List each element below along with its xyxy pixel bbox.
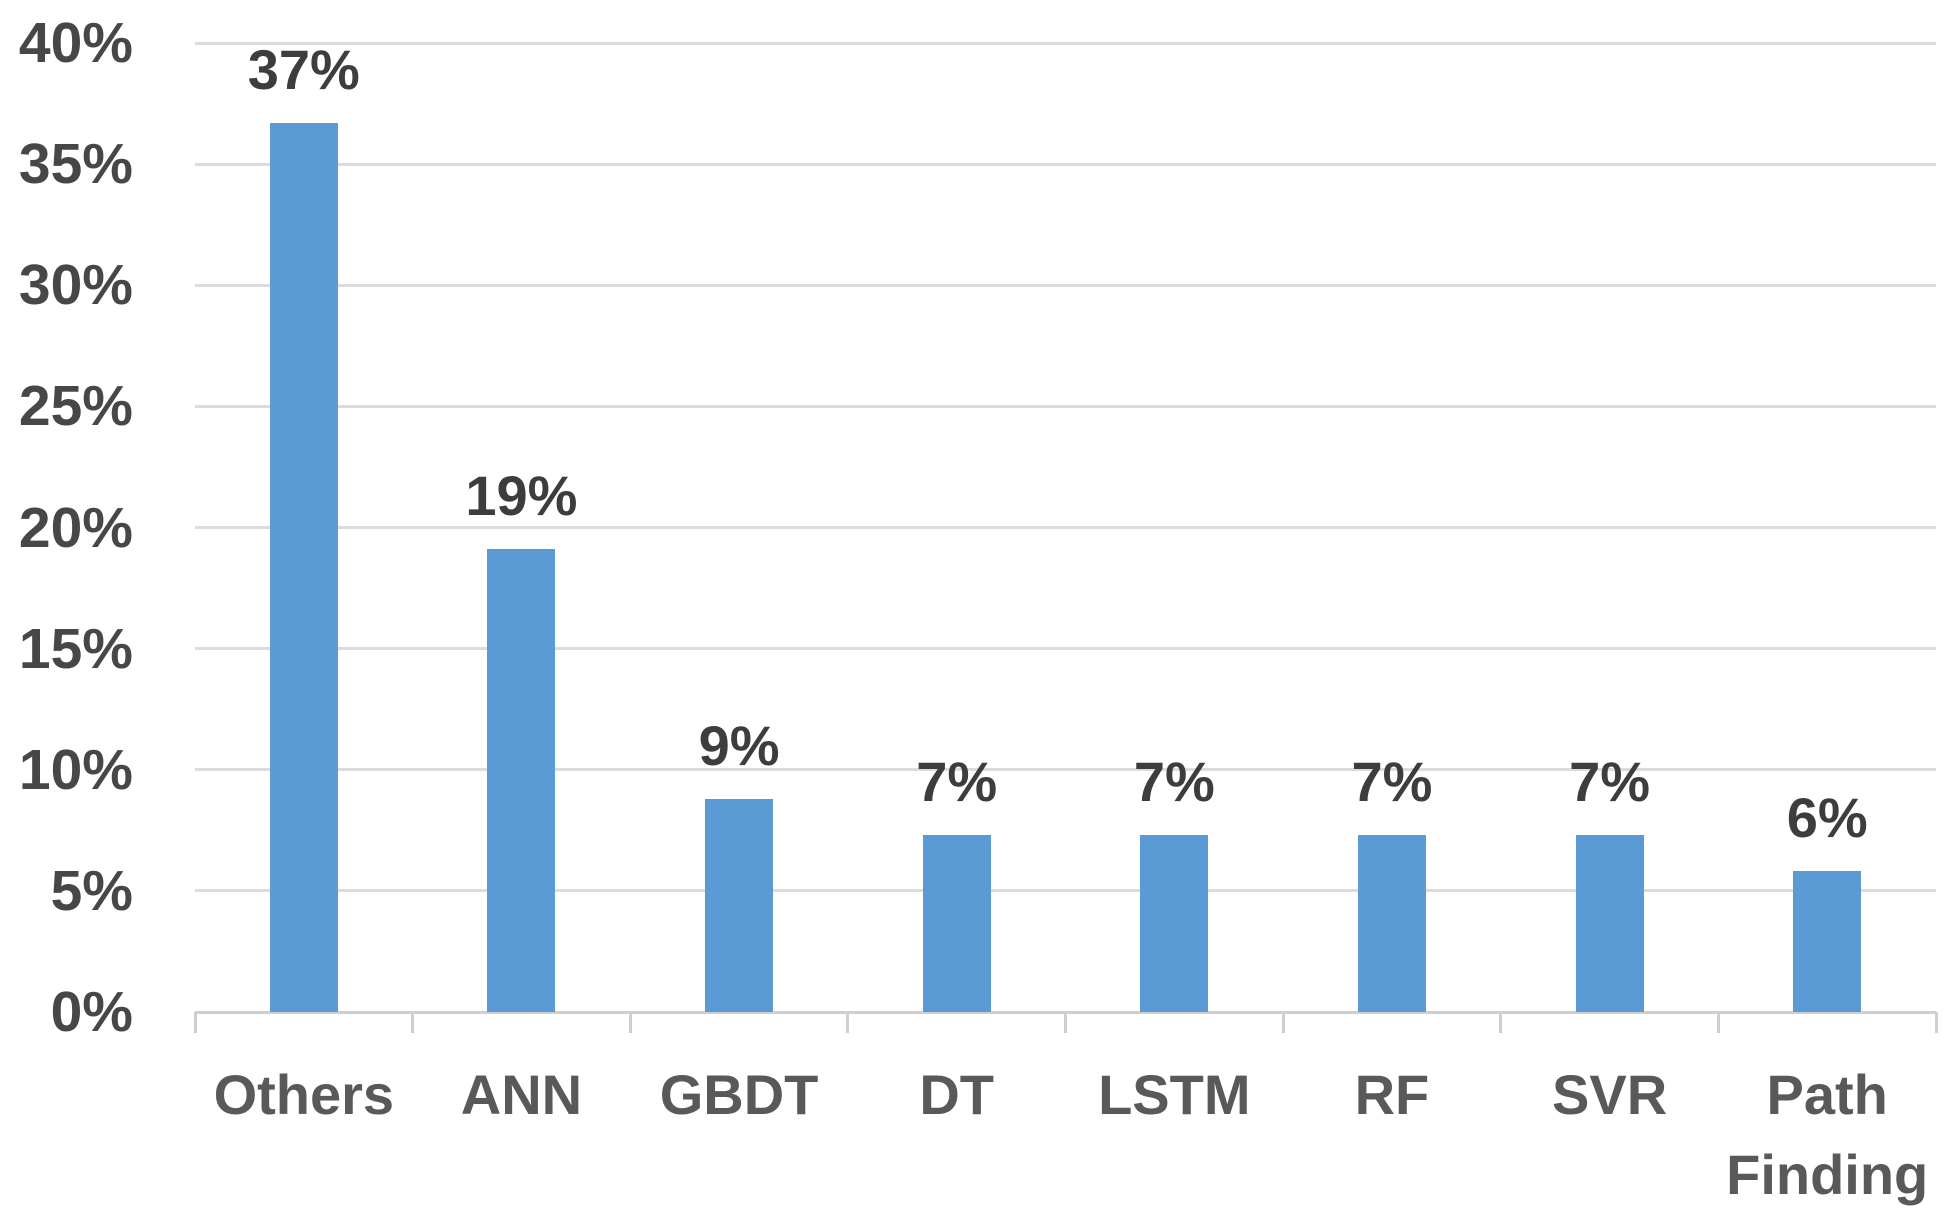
category-label-lstm: LSTM [1098, 1063, 1251, 1126]
x-axis-tick-4 [1064, 1012, 1067, 1033]
bar-path-finding [1793, 871, 1862, 1012]
category-label-gbdt: GBDT [659, 1063, 819, 1126]
category-label-rf: RF [1354, 1063, 1430, 1126]
x-axis-tick-2 [628, 1012, 632, 1033]
bar-ann [487, 549, 556, 1012]
y-tick-label-15-: 15% [18, 616, 133, 681]
data-label-others: 37% [247, 37, 360, 101]
data-label-lstm: 7% [1133, 750, 1215, 814]
gridline-15 [195, 647, 1936, 651]
gridline-20 [195, 526, 1936, 529]
category-label-path-finding: Path Finding [1726, 1063, 1929, 1206]
category-label-svr: SVR [1551, 1063, 1668, 1126]
bar-gbdt [705, 798, 774, 1012]
category-label-ann: ANN [460, 1063, 583, 1126]
bar-lstm [1140, 835, 1209, 1012]
y-tick-label-30-: 30% [18, 253, 133, 318]
gridline-5 [195, 889, 1936, 893]
y-tick-label-5-: 5% [50, 858, 133, 923]
data-label-ann: 19% [465, 464, 578, 528]
y-tick-label-25-: 25% [18, 374, 133, 439]
category-label-dt: DT [919, 1063, 995, 1126]
gridline-35 [195, 162, 1936, 166]
y-tick-label-40-: 40% [18, 11, 133, 75]
bar-dt [922, 835, 991, 1012]
x-axis-tick-0 [193, 1012, 197, 1033]
category-label-others: Others [213, 1063, 395, 1126]
data-label-dt: 7% [916, 750, 998, 814]
gridline-10 [195, 768, 1936, 772]
x-axis-tick-5 [1281, 1012, 1285, 1033]
x-axis-tick-3 [846, 1012, 850, 1033]
y-tick-label-0-: 0% [50, 980, 133, 1044]
gridline-25 [195, 404, 1936, 408]
x-axis-tick-1 [411, 1012, 415, 1033]
y-tick-label-20-: 20% [18, 495, 133, 560]
gridline-40 [195, 41, 1936, 45]
data-label-path-finding: 6% [1786, 786, 1868, 850]
bar-svr [1575, 835, 1644, 1012]
data-label-gbdt: 9% [698, 713, 780, 777]
data-label-rf: 7% [1351, 750, 1433, 814]
gridline-30 [195, 283, 1936, 287]
bar-rf [1357, 835, 1426, 1012]
data-label-svr: 7% [1569, 750, 1651, 814]
x-axis-tick-6 [1499, 1012, 1503, 1033]
y-tick-label-35-: 35% [18, 132, 133, 197]
x-axis-tick-8 [1934, 1012, 1938, 1033]
bar-others [269, 122, 338, 1012]
y-tick-label-10-: 10% [18, 737, 133, 802]
x-axis-tick-7 [1716, 1012, 1720, 1033]
